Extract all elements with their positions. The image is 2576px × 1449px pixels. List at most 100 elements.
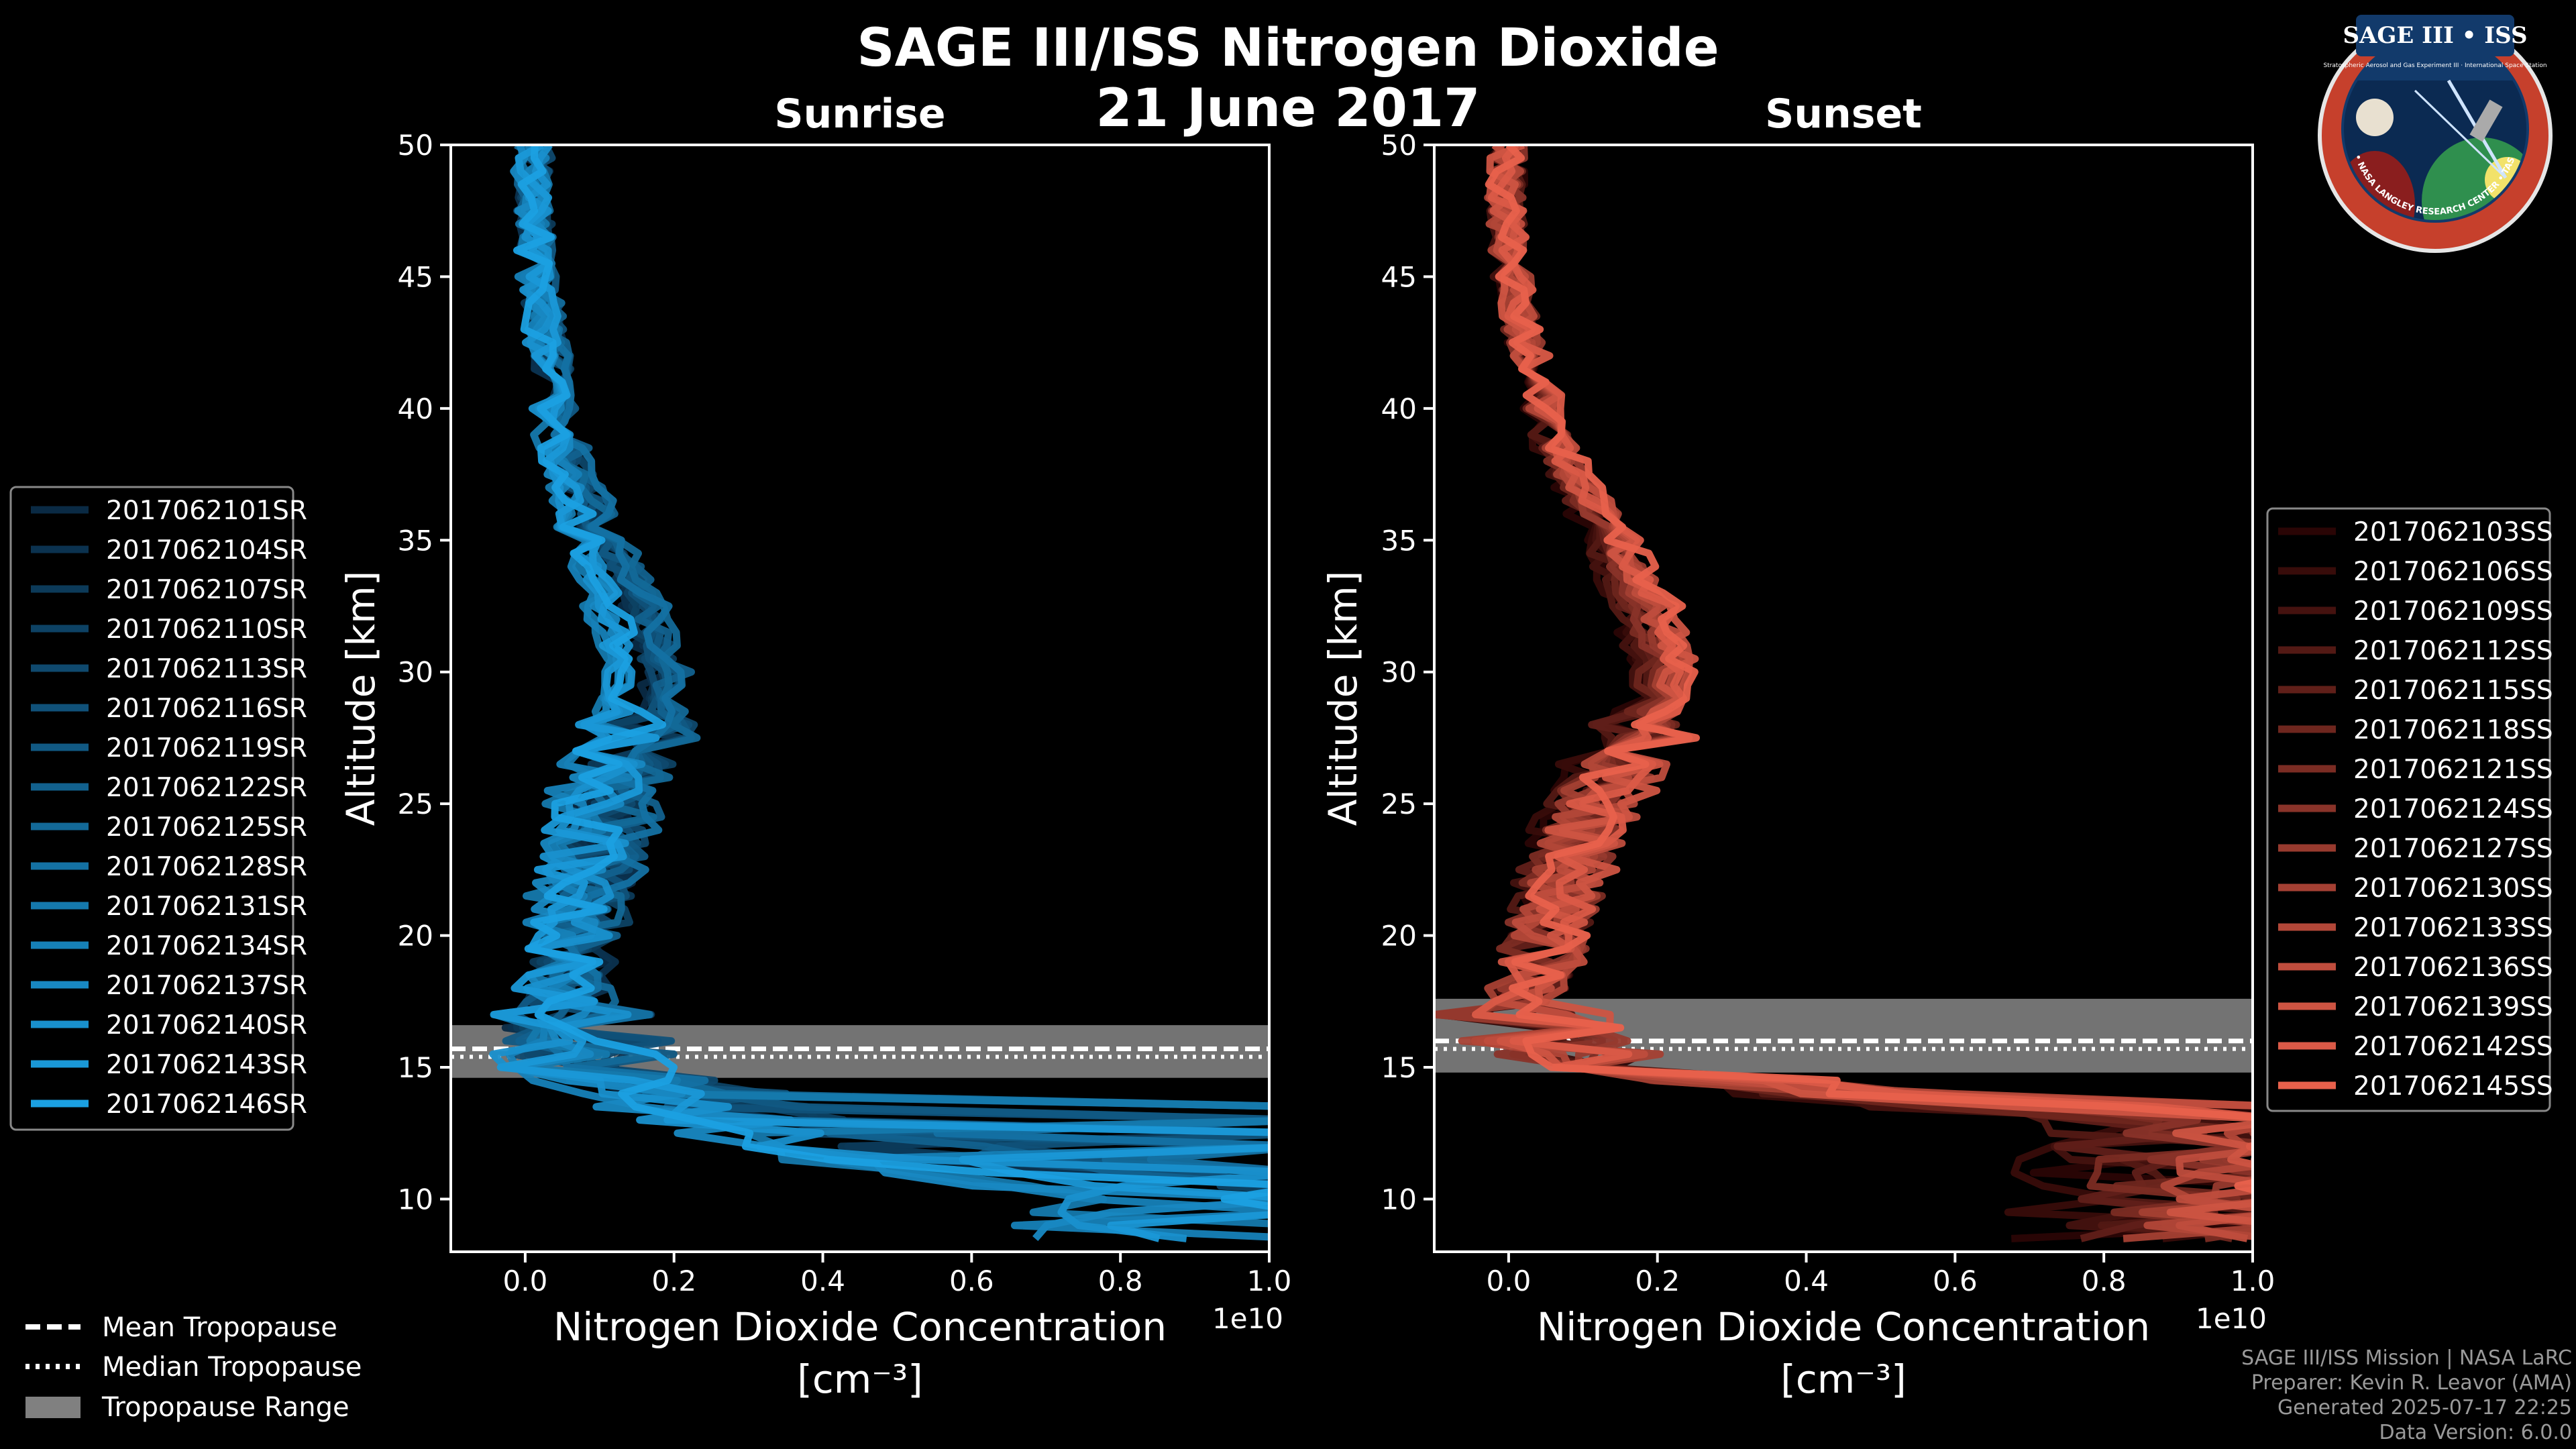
sunrise-y-tick-label: 15 (398, 1051, 433, 1084)
tropopause-legend: Mean Tropopause Median Tropopause Tropop… (25, 1312, 362, 1423)
sunset-y-axis-label: Altitude [km] (1320, 571, 1366, 826)
sunset-legend-label: 2017062142SS (2353, 1032, 2553, 1062)
sunrise-profile-line (513, 145, 1269, 1210)
sunset-legend-label: 2017062112SS (2353, 636, 2553, 666)
sunset-y-tick-label: 15 (1381, 1051, 1417, 1084)
sunset-profile-line (1434, 145, 2218, 1242)
sunrise-x-tick-label: 0.4 (800, 1265, 845, 1297)
sunrise-legend-label: 2017062134SR (106, 931, 307, 961)
figure-date: 21 June 2017 (1096, 78, 1481, 139)
sunrise-legend-label: 2017062116SR (106, 694, 307, 724)
sunrise-legend-label: 2017062137SR (106, 971, 307, 1001)
mean-tropopause-label: Mean Tropopause (102, 1312, 337, 1343)
sunrise-x-axis-label: Nitrogen Dioxide Concentration (553, 1304, 1167, 1350)
sunset-y-tick-label: 45 (1381, 260, 1417, 293)
sunset-legend-label: 2017062106SS (2353, 557, 2553, 587)
sunset-x-tick-label: 0.2 (1635, 1265, 1680, 1297)
sunrise-legend-label: 2017062113SR (106, 654, 307, 684)
sunset-panel-title: Sunset (1765, 91, 1922, 138)
tropopause-range-label: Tropopause Range (101, 1392, 350, 1423)
credit-mission: SAGE III/ISS Mission | NASA LaRC (2241, 1346, 2572, 1370)
credits: SAGE III/ISS Mission | NASA LaRC Prepare… (2241, 1346, 2572, 1445)
sunset-legend-label: 2017062145SS (2353, 1071, 2553, 1102)
sunrise-y-tick-label: 50 (398, 129, 433, 162)
sunrise-legend-label: 2017062146SR (106, 1089, 307, 1120)
sunrise-x-tick-label: 0.6 (949, 1265, 994, 1297)
sunrise-legend-label: 2017062122SR (106, 773, 307, 803)
sunrise-y-tick-label: 10 (398, 1183, 433, 1216)
credit-data-version: Data Version: 6.0.0 (2379, 1421, 2572, 1444)
sunrise-legend-label: 2017062104SR (106, 535, 307, 566)
sunset-x-axis-label: Nitrogen Dioxide Concentration (1537, 1304, 2150, 1350)
sunrise-x-tick-label: 0.0 (503, 1265, 548, 1297)
sunrise-profile-line (490, 145, 1269, 1242)
sunrise-x-axis-unit: [cm⁻³] (797, 1356, 923, 1402)
sunrise-x-tick-label: 0.8 (1098, 1265, 1143, 1297)
sunrise-y-tick-label: 20 (398, 920, 433, 953)
sunset-x-tick-label: 0.6 (1933, 1265, 1978, 1297)
sunset-x-axis-unit: [cm⁻³] (1780, 1356, 1907, 1402)
sunset-legend-label: 2017062115SS (2353, 676, 2553, 706)
sunrise-y-tick-label: 40 (398, 392, 433, 425)
sunset-profile-line (1486, 145, 2253, 1226)
sunset-y-tick-label: 40 (1381, 392, 1417, 425)
sunrise-y-axis-label: Altitude [km] (338, 571, 384, 826)
sunset-legend-label: 2017062109SS (2353, 596, 2553, 627)
sunrise-x-offset-label: 1e10 (1212, 1302, 1283, 1335)
sunset-panel: Sunset 0.0 0.2 0.4 0.6 0.8 1.0 10 15 20 25 30 35 40… (1320, 91, 2275, 1402)
sunrise-axes-frame (449, 144, 1271, 1253)
figure-title: SAGE III/ISS Nitrogen Dioxide (857, 18, 1719, 78)
sunrise-legend-label: 2017062107SR (106, 575, 307, 605)
sunset-x-offset-label: 1e10 (2196, 1302, 2267, 1335)
sunrise-legend-label: 2017062119SR (106, 733, 307, 763)
sunset-y-tick-label: 20 (1381, 920, 1417, 953)
sunset-x-tick-label: 1.0 (2231, 1265, 2275, 1297)
sunset-y-tick-label: 10 (1381, 1183, 1417, 1216)
sunrise-y-tick-label: 25 (398, 788, 433, 820)
sunrise-legend: 2017062101SR 2017062104SR 2017062107SR 2017… (9, 486, 307, 1131)
sunset-legend-label: 2017062130SS (2353, 873, 2553, 904)
sunset-legend-label: 2017062133SS (2353, 913, 2553, 943)
sunrise-y-tick-label: 30 (398, 656, 433, 689)
sunset-legend: 2017062103SS 2017062106SS 2017062109SS 2017… (2266, 507, 2553, 1112)
credit-generated: Generated 2025-07-17 22:25 (2277, 1396, 2572, 1419)
sunrise-legend-label: 2017062128SR (106, 852, 307, 882)
sunset-legend-box (2266, 507, 2551, 1112)
sunrise-legend-label: 2017062125SR (106, 812, 307, 843)
sunrise-legend-label: 2017062140SR (106, 1010, 307, 1040)
sunrise-x-tick-label: 1.0 (1247, 1265, 1292, 1297)
sunset-y-tick-label: 50 (1381, 129, 1417, 162)
sunset-y-tick-label: 30 (1381, 656, 1417, 689)
sunset-profile-line (1485, 145, 2253, 1194)
sunset-x-tick-label: 0.0 (1487, 1265, 1532, 1297)
sunset-y-tick-label: 35 (1381, 524, 1417, 557)
sunset-legend-label: 2017062121SS (2353, 755, 2553, 785)
sunset-x-tick-label: 0.8 (2082, 1265, 2127, 1297)
sunrise-legend-box (9, 486, 294, 1131)
sunset-profile-line (1436, 145, 2253, 1242)
sunset-legend-label: 2017062118SS (2353, 715, 2553, 745)
sunrise-legend-label: 2017062143SR (106, 1050, 307, 1080)
sunset-legend-label: 2017062124SS (2353, 794, 2553, 824)
logo-subtitle: Stratospheric Aerosol and Gas Experiment… (2323, 62, 2546, 69)
sunset-legend-label: 2017062139SS (2353, 992, 2553, 1022)
sunrise-legend-label: 2017062110SR (106, 614, 307, 645)
sunset-legend-label: 2017062136SS (2353, 953, 2553, 983)
tropopause-range-swatch (25, 1397, 80, 1418)
sunrise-x-tick-label: 0.2 (651, 1265, 696, 1297)
sunset-axes-frame (1433, 144, 2254, 1253)
sunrise-y-tick-label: 45 (398, 260, 433, 293)
sunset-profile-line (1434, 145, 2253, 1228)
sunrise-y-tick-label: 35 (398, 524, 433, 557)
sunrise-panel: Sunrise 0.0 0.2 0.4 0.6 0.8 1.0 10 15 20 25 30 35 4… (338, 91, 1292, 1402)
sunset-legend-label: 2017062103SS (2353, 517, 2553, 547)
sunset-profile-line (1458, 145, 2253, 1242)
sunrise-legend-label: 2017062101SR (106, 496, 307, 526)
sunrise-legend-label: 2017062131SR (106, 892, 307, 922)
sunrise-panel-title: Sunrise (774, 91, 945, 138)
credit-preparer: Preparer: Kevin R. Leavor (AMA) (2251, 1371, 2572, 1395)
sunset-legend-label: 2017062127SS (2353, 834, 2553, 864)
logo-name: SAGE III • ISS (2343, 22, 2527, 49)
median-tropopause-label: Median Tropopause (102, 1352, 362, 1383)
